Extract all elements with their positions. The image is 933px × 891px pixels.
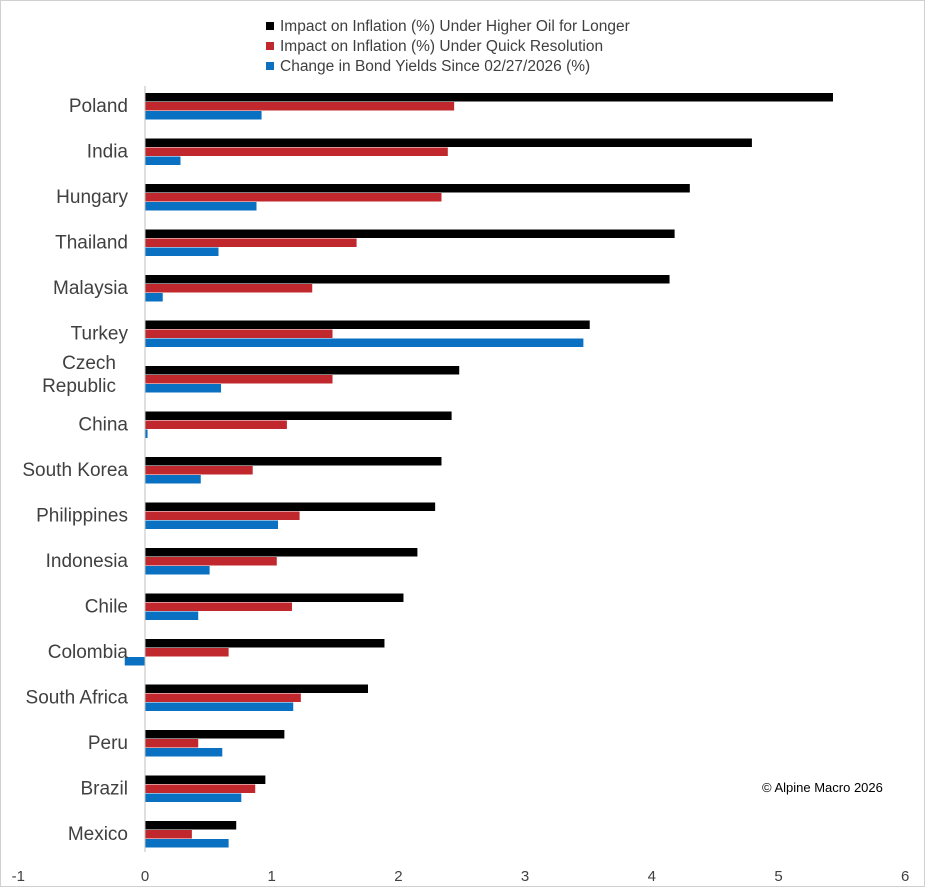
- legend-swatch: [266, 42, 274, 50]
- bar: [145, 830, 192, 839]
- bar: [145, 320, 590, 329]
- bar: [145, 639, 385, 648]
- bar: [145, 275, 670, 284]
- bar: [145, 102, 455, 111]
- category-label: Chile: [85, 597, 128, 618]
- bar: [145, 839, 229, 848]
- legend: Impact on Inflation (%) Under Higher Oil…: [266, 18, 630, 75]
- category-label: China: [78, 415, 128, 436]
- x-tick-label: 1: [268, 868, 276, 885]
- category-label: Peru: [88, 733, 128, 754]
- x-tick-label: 2: [394, 868, 402, 885]
- category-labels: Poland India Hungary Thailand Malaysia Turkey…: [22, 96, 128, 845]
- bar: [124, 657, 145, 666]
- category-label: Indonesia: [46, 551, 129, 572]
- x-tick-label: 6: [901, 868, 909, 885]
- legend-label: Change in Bond Yields Since 02/27/2026 (…: [280, 58, 590, 75]
- bar: [145, 702, 294, 711]
- bar: [145, 420, 287, 429]
- category-label: South Africa: [26, 688, 129, 709]
- bar: [145, 548, 418, 557]
- category-label: Colombia: [48, 642, 129, 663]
- bar: [145, 429, 148, 438]
- bar: [145, 684, 368, 693]
- bar: [145, 375, 333, 384]
- category-label: Philippines: [36, 506, 128, 527]
- category-label: Brazil: [80, 779, 128, 800]
- copyright-annotation: © Alpine Macro 2026: [762, 780, 883, 795]
- bar: [145, 366, 460, 375]
- bar: [145, 730, 285, 739]
- category-label: Thailand: [55, 233, 128, 254]
- category-label: Turkey: [71, 324, 129, 345]
- category-label: Hungary: [56, 187, 128, 208]
- bar: [145, 748, 223, 757]
- bar: [145, 611, 199, 620]
- legend-swatch: [266, 22, 274, 30]
- category-label: Malaysia: [53, 278, 128, 299]
- bar: [145, 784, 256, 793]
- bar: [145, 229, 675, 238]
- bar: [145, 93, 833, 102]
- bar: [145, 793, 242, 802]
- x-tick-label: 3: [521, 868, 529, 885]
- legend-swatch: [266, 62, 274, 70]
- category-label: Mexico: [68, 824, 128, 845]
- bar: [145, 775, 266, 784]
- bar: [145, 466, 253, 475]
- bar: [145, 520, 279, 529]
- bar: [145, 384, 222, 393]
- x-tick-labels: -1 0 1 2 3 4 5 6: [12, 868, 910, 885]
- bar: [145, 648, 229, 657]
- category-label: Czech Republic: [42, 353, 116, 397]
- x-tick-label: -1: [12, 868, 25, 885]
- category-label: South Korea: [22, 460, 128, 481]
- bar: [145, 293, 163, 302]
- bar: [145, 247, 219, 256]
- bar: [145, 693, 301, 702]
- bar: [145, 557, 277, 566]
- bar: [145, 739, 199, 748]
- bar: [145, 475, 201, 484]
- bar: [145, 457, 442, 466]
- bar: [145, 156, 181, 165]
- bar: [145, 593, 404, 602]
- bar: [145, 138, 752, 147]
- x-tick-label: 4: [648, 868, 656, 885]
- bar: [145, 238, 357, 247]
- bar: [145, 111, 262, 120]
- bar: [145, 147, 448, 156]
- bar: [145, 202, 257, 211]
- x-tick-label: 0: [141, 868, 149, 885]
- bar: [145, 411, 452, 420]
- bar: [145, 821, 237, 830]
- bar: [145, 284, 313, 293]
- bar: [145, 511, 300, 520]
- bars: [124, 93, 833, 848]
- bar: [145, 338, 584, 347]
- x-tick-label: 5: [774, 868, 782, 885]
- legend-label: Impact on Inflation (%) Under Higher Oil…: [280, 18, 630, 35]
- bar: [145, 329, 333, 338]
- bar: [145, 193, 442, 202]
- category-label: India: [87, 142, 129, 163]
- category-label: Poland: [69, 96, 128, 117]
- bar: [145, 184, 690, 193]
- bar: [145, 502, 436, 511]
- bar: [145, 566, 210, 575]
- legend-label: Impact on Inflation (%) Under Quick Reso…: [280, 38, 603, 55]
- bar: [145, 602, 292, 611]
